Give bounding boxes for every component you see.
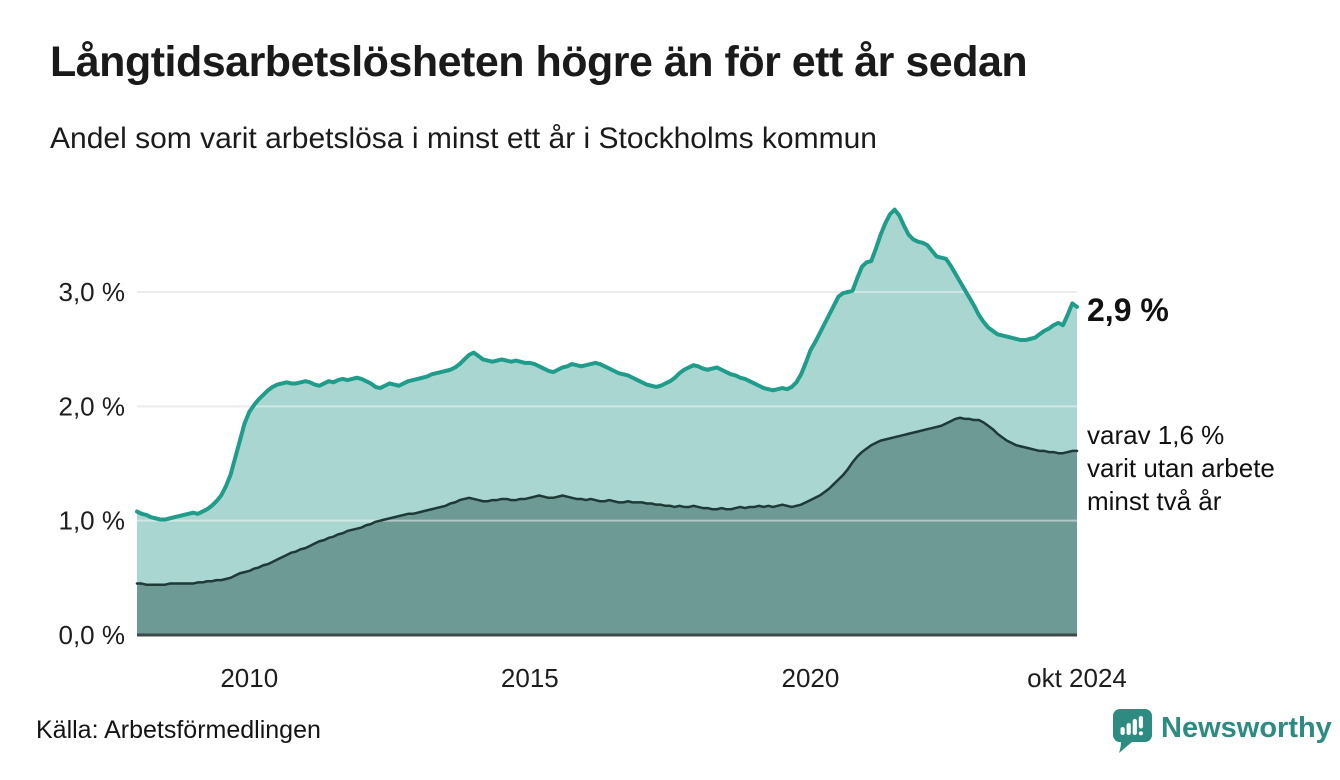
x-tick-label: 2010 [220, 663, 278, 693]
x-tick-label: okt 2024 [1027, 663, 1127, 693]
y-tick-label: 0,0 % [59, 620, 126, 650]
brand-wordmark: Newsworthy [1161, 712, 1332, 744]
chart-title: Långtidsarbetslösheten högre än för ett … [50, 38, 1028, 86]
line-series-1 [135, 416, 1079, 586]
x-tick-label: 2015 [501, 663, 559, 693]
y-axis-labels: 0,0 % 1,0 % 2,0 % 3,0 % [59, 277, 126, 650]
x-tick-label: 2020 [782, 663, 840, 693]
secondary-annotation-line: minst två år [1087, 486, 1222, 516]
y-tick-label: 1,0 % [59, 506, 126, 536]
chart-subtitle: Andel som varit arbetslösa i minst ett å… [50, 122, 877, 155]
line-series-0 [135, 207, 1079, 522]
newsworthy-logo: Newsworthy [1112, 708, 1332, 759]
source-note: Källa: Arbetsförmedlingen [36, 716, 321, 744]
y-tick-label: 3,0 % [59, 277, 126, 307]
area-series-1 [137, 417, 1077, 635]
latest-value-label: 2,9 % [1087, 292, 1169, 328]
y-tick-label: 2,0 % [59, 391, 126, 421]
speech-bubble-chart-icon [1112, 708, 1152, 759]
gridlines-over [137, 291, 1077, 522]
secondary-annotation-line: varit utan arbete [1087, 453, 1275, 483]
secondary-annotation-line: varav 1,6 % [1087, 420, 1225, 450]
secondary-series-annotation: varav 1,6 % varit utan arbete minst två … [1087, 419, 1275, 518]
x-axis-labels: 2010 2015 2020 okt 2024 [220, 663, 1127, 693]
